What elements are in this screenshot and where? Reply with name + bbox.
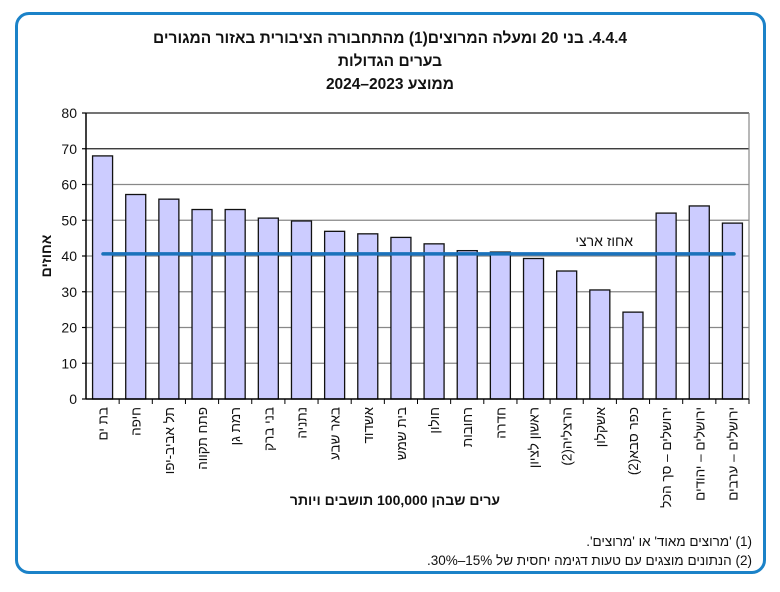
bar bbox=[91, 155, 114, 400]
x-tick-label: פתח תקווה bbox=[195, 407, 210, 470]
bar bbox=[125, 193, 147, 400]
x-axis-label: ערים שבהן 100,000 תושבים ויותר bbox=[290, 492, 500, 508]
bar bbox=[390, 236, 412, 400]
chart-title-line-2: בערים הגדולות bbox=[337, 53, 443, 70]
bar bbox=[556, 270, 578, 400]
x-tick-label: ירושלים – סך הכל bbox=[659, 407, 674, 508]
x-tick-label: אשדוד bbox=[361, 406, 376, 443]
y-tick-label: 10 bbox=[61, 355, 77, 371]
x-tick-label: תל אביב-יפו bbox=[162, 407, 177, 474]
y-tick-label: 20 bbox=[61, 320, 77, 336]
x-tick-label: חדרה bbox=[493, 407, 508, 439]
y-axis-label: אחוזים bbox=[38, 234, 54, 277]
x-tick-label: ירושלים – ערבים bbox=[725, 407, 740, 501]
x-tick-label: חולון bbox=[427, 407, 442, 434]
y-tick-label: 60 bbox=[61, 177, 77, 193]
footnote-1: (1) 'מרוצים מאוד' או 'מרוצים'. bbox=[586, 534, 752, 549]
bar bbox=[688, 205, 710, 400]
x-tick-label: רחובות bbox=[460, 407, 475, 447]
x-tick-label: ראשון לציון bbox=[527, 407, 542, 468]
y-tick-label: 80 bbox=[61, 105, 77, 121]
x-tick-label: נתניה bbox=[294, 407, 309, 439]
x-tick-label: ירושלים – יהודים bbox=[692, 407, 707, 501]
bar bbox=[522, 257, 545, 400]
x-tick-label: בת ים bbox=[96, 407, 111, 441]
y-tick-label: 40 bbox=[61, 248, 77, 264]
footnotes: (1) 'מרוצים מאוד' או 'מרוצים'. (2) הנתונ… bbox=[427, 532, 752, 570]
chart-title-line-1: 4.4.4. בני 20 ומעלה המרוצים(1) מהתחבורה … bbox=[152, 30, 628, 47]
x-tick-label: בני ברק bbox=[261, 407, 276, 451]
bar bbox=[257, 217, 279, 400]
bar bbox=[589, 289, 611, 400]
bar bbox=[224, 208, 246, 400]
bar bbox=[456, 249, 478, 400]
x-tick-label: רמת גן bbox=[228, 407, 243, 445]
bar bbox=[622, 311, 644, 400]
footnote-2: (2) הנתונים מוצגים עם טעות דגימה יחסית ש… bbox=[426, 553, 752, 568]
bar bbox=[423, 243, 445, 400]
bar bbox=[489, 251, 512, 400]
chart-title-line-3: ממוצע 2023–2024 bbox=[325, 76, 455, 93]
chart-frame bbox=[15, 12, 766, 574]
y-tick-label: 0 bbox=[69, 391, 77, 407]
reference-line-label: אחוז ארצי bbox=[575, 233, 633, 249]
bar bbox=[721, 222, 744, 400]
y-tick-label: 50 bbox=[61, 212, 77, 228]
bar bbox=[191, 208, 213, 400]
bar bbox=[655, 212, 677, 400]
y-tick-label: 70 bbox=[61, 141, 77, 157]
x-tick-label: באר שבע bbox=[328, 407, 343, 460]
bar bbox=[323, 230, 346, 400]
x-tick-label: כפר סבא(2) bbox=[626, 407, 641, 475]
y-tick-label: 30 bbox=[61, 284, 77, 300]
x-tick-label: בית שמש bbox=[394, 407, 409, 460]
x-tick-label: הרצליה(2) bbox=[560, 407, 575, 466]
bar bbox=[290, 220, 313, 400]
x-tick-label: אשקלון bbox=[593, 406, 608, 447]
bar bbox=[158, 198, 180, 400]
bar bbox=[357, 233, 379, 400]
x-tick-label: חיפה bbox=[129, 407, 144, 436]
